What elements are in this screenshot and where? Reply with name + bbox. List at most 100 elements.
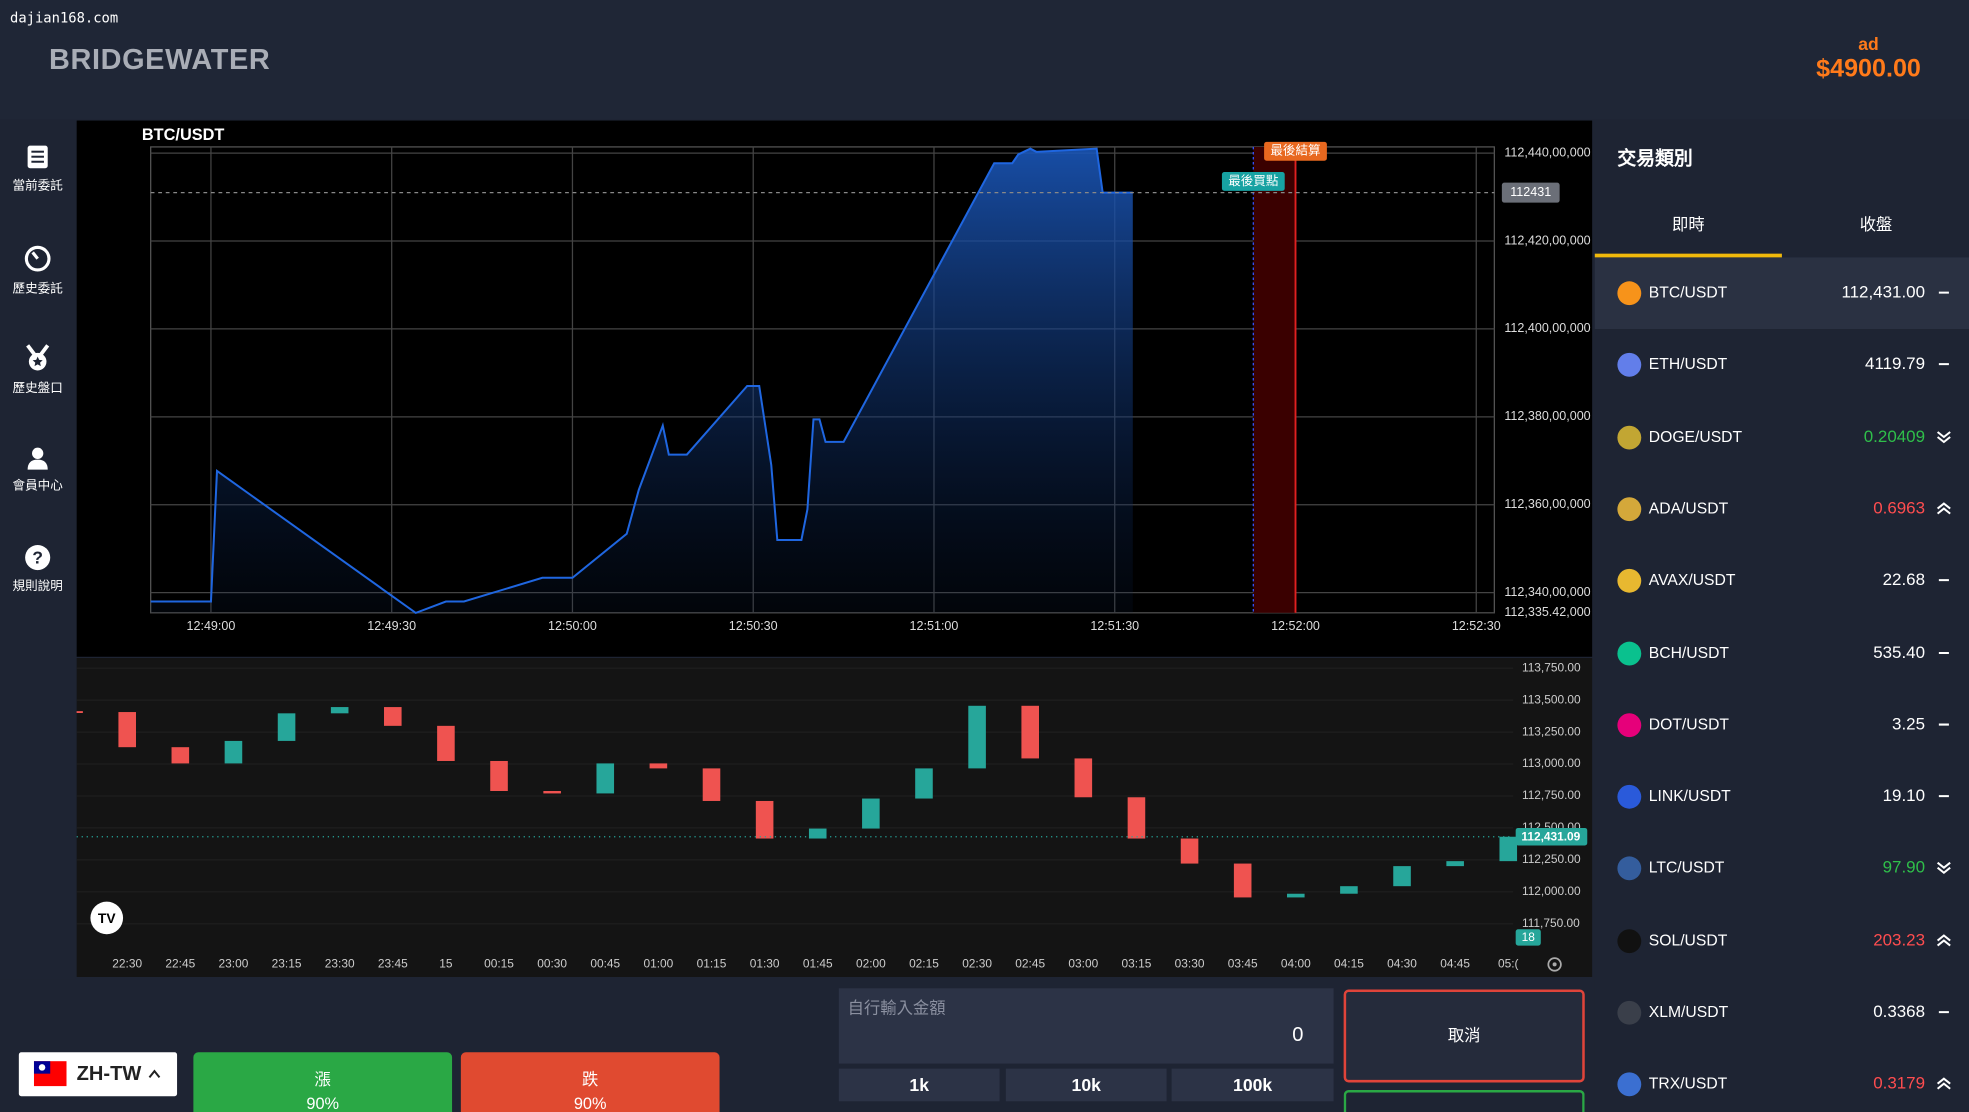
pair-row[interactable]: AVAX/USDT 22.68: [1595, 545, 1969, 617]
annotation-bg: [1221, 172, 1285, 191]
nav-label: 歷史委託: [12, 282, 63, 297]
pair-row[interactable]: SOL/USDT 203.23: [1595, 905, 1969, 977]
candle: [171, 747, 190, 764]
quick-amount[interactable]: 100k: [1171, 1068, 1334, 1102]
tv-logo: TV: [90, 901, 124, 935]
coin-icon: [1617, 281, 1642, 306]
nav-rules[interactable]: ? 規則說明: [0, 544, 75, 594]
pair-row[interactable]: ETH/USDT 4119.79: [1595, 329, 1969, 401]
x-tick-label: 03:00: [1068, 957, 1098, 971]
trend-glyph: [1936, 933, 1951, 946]
charts: 12:49:00 12:49:30 12:50:00 12:50:30 12:51:00…: [76, 120, 1593, 977]
tab-realtime[interactable]: 即時: [1671, 214, 1705, 234]
amount-input[interactable]: 自行輸入金額 0: [838, 988, 1334, 1064]
pair-row[interactable]: BCH/USDT 535.40: [1595, 617, 1969, 689]
chart-title: BTC/USDT: [142, 126, 224, 144]
candle: [118, 712, 136, 748]
balance-label: ad: [1858, 33, 1879, 54]
nav-order-history[interactable]: 歷史委託: [0, 244, 75, 297]
header: [0, 0, 1969, 120]
coin-icon: [1617, 641, 1642, 665]
pair-row[interactable]: XLM/USDT 0.3368: [1595, 977, 1969, 1049]
x-tick-label: 22:45: [165, 957, 195, 971]
nav-label: 歷史盤口: [12, 381, 63, 396]
candle: [1446, 861, 1464, 867]
pair-row[interactable]: DOT/USDT 3.25: [1595, 689, 1969, 761]
tab-close[interactable]: 收盤: [1859, 214, 1893, 234]
svg-text:?: ?: [32, 547, 43, 567]
candle: [1127, 797, 1146, 839]
nav-member[interactable]: 會員中心: [0, 446, 75, 494]
candle: [543, 791, 561, 794]
down-payout: 90%: [573, 1093, 607, 1112]
confirm-button[interactable]: [1343, 1089, 1585, 1112]
cancel-button[interactable]: 取消: [1343, 989, 1585, 1083]
coin-icon: [1617, 1000, 1642, 1025]
pair-row[interactable]: LINK/USDT 19.10: [1595, 761, 1969, 833]
trend-icon: [1936, 933, 1951, 946]
y-tick-label: 113,250.00: [1522, 724, 1581, 738]
up-button[interactable]: 漲 90%: [193, 1052, 453, 1112]
icon: [26, 344, 50, 371]
y-tick-label: 112,440,00,000: [1504, 145, 1590, 159]
pair-name: BCH/USDT: [1648, 643, 1730, 662]
x-tick-label: 01:00: [643, 957, 673, 971]
candle: [1021, 705, 1039, 759]
pair-name: ADA/USDT: [1648, 499, 1729, 518]
last-price-tag-bg: [1515, 827, 1588, 846]
pair-row[interactable]: TRX/USDT 0.3179: [1595, 1049, 1969, 1112]
x-tick-label: 23:45: [378, 957, 408, 971]
pair-row[interactable]: ADA/USDT 0.6963: [1595, 473, 1969, 545]
pair-price: 4119.79: [1865, 354, 1926, 374]
candle: [1499, 836, 1518, 862]
nav-market-history[interactable]: 歷史盤口: [0, 343, 75, 396]
icon: [27, 447, 48, 470]
y-tick-label: 112,250.00: [1522, 852, 1581, 866]
x-tick-label: 00:30: [537, 957, 567, 971]
coin-icon: [1617, 1072, 1642, 1097]
quick-amount[interactable]: 1k: [838, 1068, 1000, 1102]
candle-chart: 111,750.00112,000.00112,250.00112,500.00…: [76, 660, 1588, 971]
pair-price: 0.6963: [1873, 498, 1926, 518]
trend-icon: [1938, 579, 1949, 582]
nav-label: 會員中心: [12, 479, 63, 494]
down-button[interactable]: 跌 90%: [460, 1052, 720, 1112]
trend-icon: [1936, 1077, 1951, 1090]
coin-icon: [1617, 569, 1642, 593]
pair-price: 22.68: [1882, 570, 1926, 590]
pair-row[interactable]: DOGE/USDT 0.20409: [1595, 401, 1969, 473]
nav-current-orders[interactable]: 當前委託: [0, 143, 75, 193]
pair-price: 19.10: [1882, 786, 1926, 806]
candle: [224, 740, 243, 764]
coin-icon: [1617, 425, 1642, 450]
svg-text:TV: TV: [98, 910, 116, 926]
x-tick-label: 02:00: [856, 957, 886, 971]
last-price-tag: 112,431.09: [1521, 830, 1580, 844]
pair-row[interactable]: LTC/USDT 97.90: [1595, 833, 1969, 905]
trend-icon: [1936, 430, 1951, 443]
brand[interactable]: BRIDGEWATER: [48, 42, 271, 76]
pair-name: SOL/USDT: [1648, 931, 1728, 949]
amount-placeholder: 自行輸入金額: [847, 998, 946, 1018]
line-chart: 12:49:00 12:49:30 12:50:00 12:50:30 12:51:00…: [142, 126, 1591, 633]
quick-amount[interactable]: 10k: [1005, 1068, 1167, 1102]
flag: [33, 1061, 67, 1087]
pair-name: AVAX/USDT: [1648, 571, 1736, 590]
line-area: [150, 148, 1133, 613]
language-select[interactable]: ZH-TW: [18, 1052, 178, 1097]
pair-price: 0.3179: [1873, 1074, 1926, 1093]
y-tick-label: 112,360,00,000: [1504, 497, 1590, 511]
candle: [1180, 838, 1199, 864]
x-tick-label: 12:52:00: [1271, 619, 1320, 633]
coin-icon: [1617, 928, 1642, 953]
y-tick-label: 113,500.00: [1522, 692, 1581, 706]
candle: [437, 725, 455, 761]
candle: [808, 828, 827, 839]
x-tick-label: 00:45: [590, 957, 620, 971]
x-tick-label: 12:52:30: [1452, 619, 1501, 633]
pair-price: 0.20409: [1863, 426, 1926, 446]
pair-row[interactable]: BTC/USDT 112,431.00: [1594, 257, 1969, 330]
settings-icon[interactable]: [1547, 957, 1562, 972]
annotation-bg: [1264, 141, 1327, 161]
